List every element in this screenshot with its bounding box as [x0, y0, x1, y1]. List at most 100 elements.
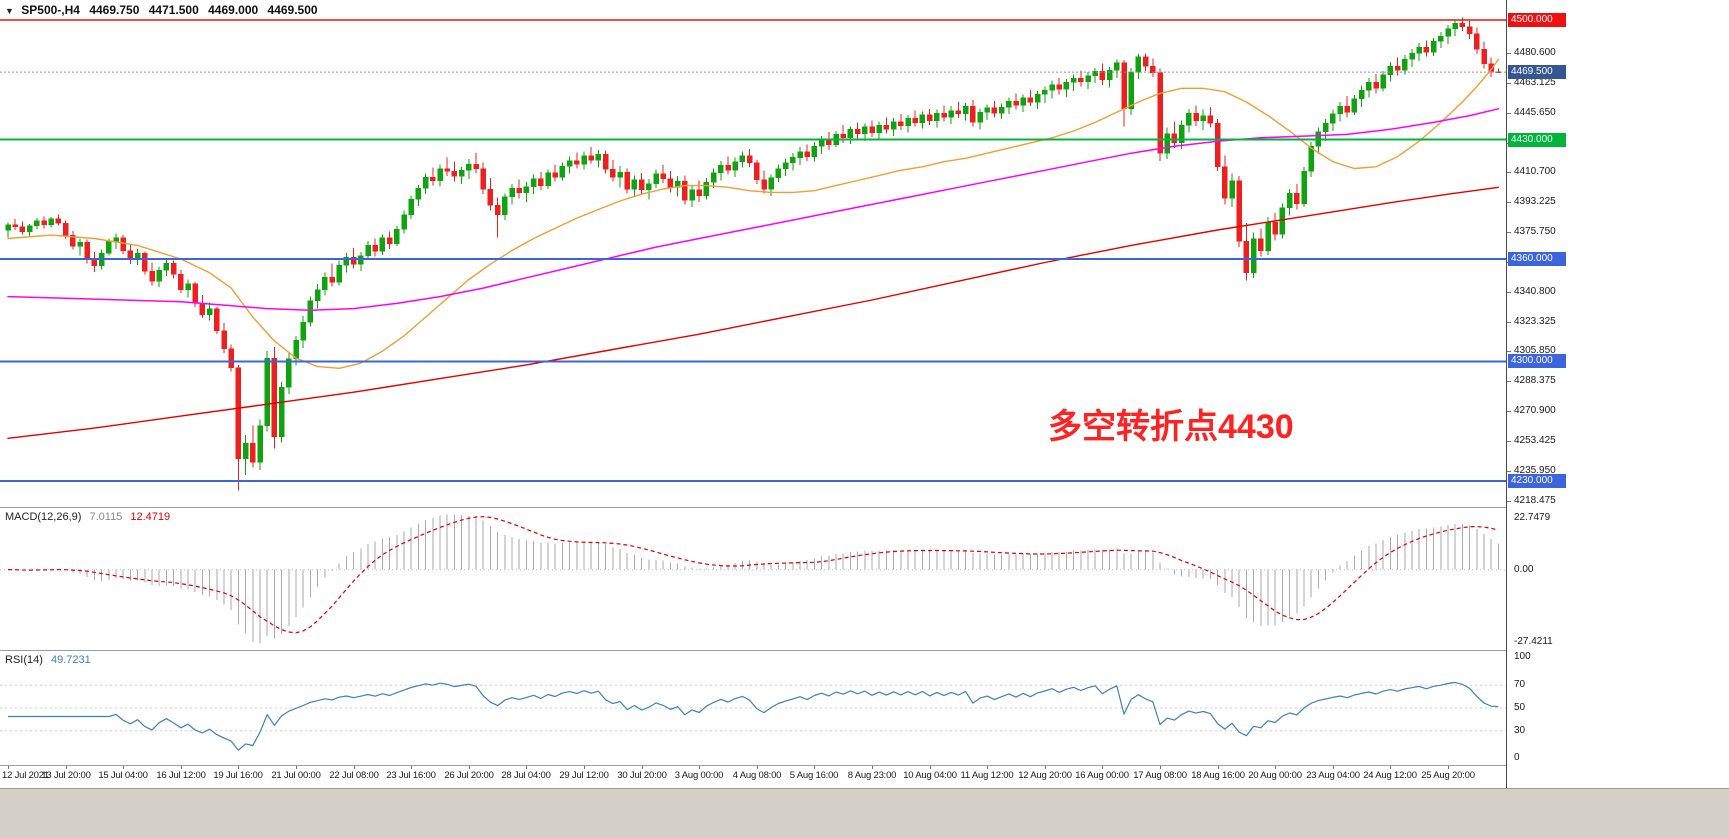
price-grid-label: 4410.700	[1514, 166, 1556, 177]
time-tick	[1448, 766, 1449, 769]
rsi-scale-label: 30	[1514, 725, 1526, 736]
time-tick	[1045, 766, 1046, 769]
rsi-value: 49.7231	[50, 654, 91, 666]
time-axis-label: 4 Aug 08:00	[732, 770, 782, 781]
price-tick	[1507, 381, 1511, 382]
rsi-scale-label: 100	[1514, 651, 1531, 662]
time-axis-label: 22 Jul 08:00	[329, 770, 379, 781]
macd-signal-line	[7, 516, 1499, 634]
price-tick	[1507, 172, 1511, 173]
price-grid-label: 4218.475	[1514, 495, 1556, 506]
quote-open: 4469.750	[89, 3, 140, 17]
price-axis[interactable]: 4480.6004463.1254445.6504428.1754410.700…	[1506, 0, 1729, 788]
price-grid-label: 4253.425	[1514, 435, 1556, 446]
time-tick	[757, 766, 758, 769]
time-axis-label: 11 Aug 12:00	[960, 770, 1014, 781]
time-tick	[123, 766, 124, 769]
price-grid-label: 4323.325	[1514, 316, 1556, 327]
candlestick-chart[interactable]	[0, 0, 1506, 507]
hline-price-box: 4230.000	[1508, 474, 1566, 488]
time-axis-label: 19 Jul 16:00	[213, 770, 263, 781]
annotation-text-object[interactable]: 多空转折点4430	[1048, 408, 1294, 446]
macd-histogram	[14, 514, 1499, 644]
time-tick	[584, 766, 585, 769]
price-tick	[1507, 441, 1511, 442]
time-axis-label: 25 Aug 20:00	[1421, 770, 1475, 781]
time-axis-label: 3 Aug 00:00	[674, 770, 724, 781]
time-axis[interactable]: 12 Jul 2021 13 Jul 20:00 15 Jul 04:00 16 Ju…	[0, 766, 1506, 788]
price-grid-label: 4270.900	[1514, 405, 1556, 416]
time-axis-label: 16 Aug 00:00	[1075, 770, 1129, 781]
time-tick	[872, 766, 873, 769]
time-tick	[814, 766, 815, 769]
time-axis-label: 16 Jul 12:00	[156, 770, 206, 781]
time-axis-label: 10 Aug 04:00	[903, 770, 957, 781]
price-tick	[1507, 292, 1511, 293]
chart-title: ▼ SP500-,H4 4469.750 4471.500 4469.000 4…	[5, 3, 324, 17]
time-tick	[66, 766, 67, 769]
panel-separator-macd[interactable]	[0, 507, 1729, 508]
hline-price-box: 4430.000	[1508, 133, 1566, 147]
time-tick	[1390, 766, 1391, 769]
macd-name: MACD(12,26,9)	[5, 511, 82, 523]
time-tick	[930, 766, 931, 769]
macd-scale-zero: 0.00	[1514, 564, 1534, 575]
time-tick	[411, 766, 412, 769]
symbol-timeframe-label: SP500-,H4	[21, 3, 80, 17]
rsi-scale-label: 50	[1514, 702, 1526, 713]
time-tick	[987, 766, 988, 769]
price-grid-label: 4288.375	[1514, 375, 1556, 386]
price-tick	[1507, 83, 1511, 84]
time-axis-label: 23 Aug 04:00	[1306, 770, 1360, 781]
macd-indicator-chart[interactable]	[0, 508, 1506, 650]
price-grid-label: 4445.650	[1514, 107, 1556, 118]
ma-fast-orange-line	[7, 58, 1500, 369]
time-axis-label: 30 Jul 20:00	[617, 770, 667, 781]
time-axis-label: 15 Jul 04:00	[98, 770, 148, 781]
price-grid-label: 4393.225	[1514, 196, 1556, 207]
time-tick	[1333, 766, 1334, 769]
time-axis-label: 5 Aug 16:00	[789, 770, 839, 781]
panel-separator-rsi[interactable]	[0, 650, 1729, 651]
price-grid-label: 4480.600	[1514, 47, 1556, 58]
time-axis-label: 12 Aug 20:00	[1018, 770, 1072, 781]
time-tick	[238, 766, 239, 769]
quote-close: 4469.500	[267, 3, 318, 17]
hline-price-box: 4300.000	[1508, 354, 1566, 368]
hline-price-box: 4360.000	[1508, 252, 1566, 266]
rsi-line	[8, 681, 1499, 751]
time-axis-label: 29 Jul 12:00	[559, 770, 609, 781]
time-axis-label: 20 Aug 00:00	[1248, 770, 1302, 781]
price-tick	[1507, 113, 1511, 114]
hline-price-box: 4500.000	[1508, 13, 1566, 27]
price-grid-label: 4340.800	[1514, 286, 1556, 297]
price-tick	[1507, 411, 1511, 412]
ma-mid-magenta-line	[7, 108, 1500, 312]
quote-high: 4471.500	[148, 3, 199, 17]
price-tick	[1507, 471, 1511, 472]
time-tick	[181, 766, 182, 769]
time-axis-label: 23 Jul 16:00	[386, 770, 436, 781]
price-grid-label: 4463.125	[1514, 77, 1556, 88]
rsi-indicator-chart[interactable]	[0, 651, 1506, 765]
time-tick	[354, 766, 355, 769]
panel-separator-time	[0, 765, 1729, 766]
macd-label: MACD(12,26,9) 7.0115 12.4719	[5, 511, 175, 523]
price-tick	[1507, 501, 1511, 502]
time-tick	[296, 766, 297, 769]
time-axis-label: 21 Jul 00:00	[271, 770, 321, 781]
time-tick	[642, 766, 643, 769]
time-axis-label: 28 Jul 04:00	[501, 770, 551, 781]
rsi-scale-label: 0	[1514, 752, 1520, 763]
ma-slow-red-line	[7, 186, 1500, 439]
price-grid-label: 4375.750	[1514, 226, 1556, 237]
window-bottom-strip	[0, 788, 1729, 838]
price-grid-label: 4235.950	[1514, 465, 1556, 476]
price-tick	[1507, 53, 1511, 54]
collapse-triangle-icon[interactable]: ▼	[5, 6, 14, 16]
time-axis-label: 13 Jul 20:00	[41, 770, 91, 781]
time-axis-label: 18 Aug 16:00	[1191, 770, 1245, 781]
rsi-label: RSI(14) 49.7231	[5, 654, 96, 666]
time-axis-label: 26 Jul 20:00	[444, 770, 494, 781]
